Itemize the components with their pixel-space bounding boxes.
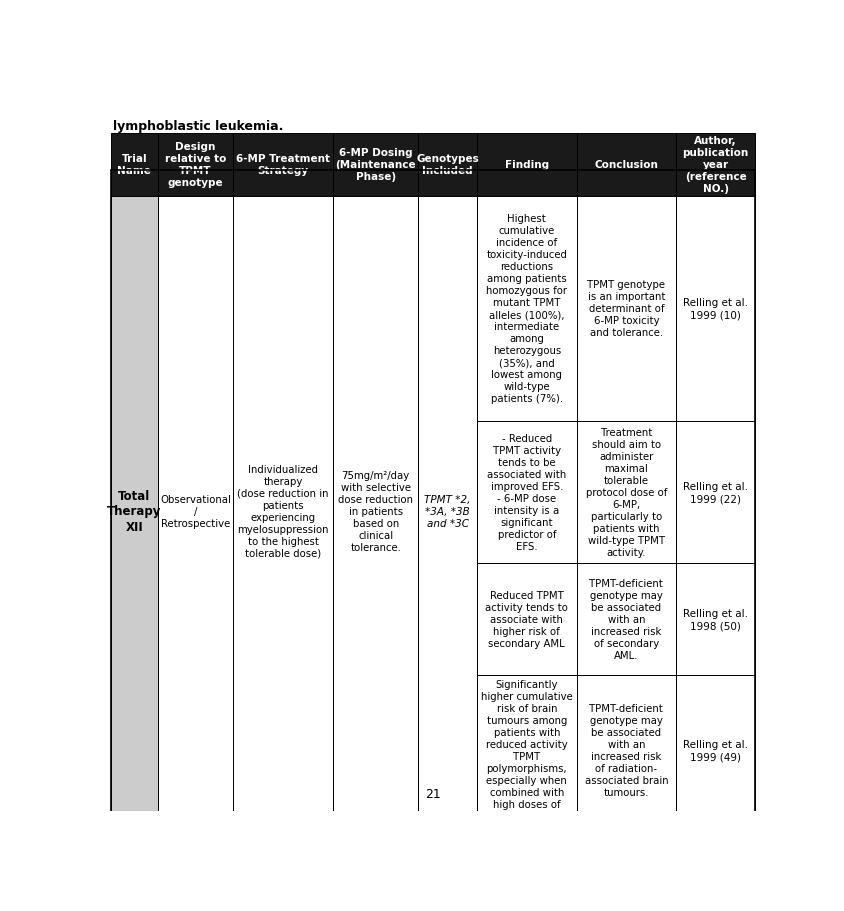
Bar <box>476 197 576 421</box>
Text: Conclusion: Conclusion <box>593 160 657 170</box>
Text: Relling et al.
1999 (22): Relling et al. 1999 (22) <box>682 482 747 504</box>
Bar <box>158 134 233 197</box>
Bar <box>418 197 476 825</box>
Text: TPMT-deficient
genotype may
be associated
with an
increased risk
of radiation-
a: TPMT-deficient genotype may be associate… <box>584 703 668 797</box>
Text: - Reduced
TPMT activity
tends to be
associated with
improved EFS.
- 6-MP dose
in: - Reduced TPMT activity tends to be asso… <box>487 434 565 551</box>
Text: Relling et al.
1999 (10): Relling et al. 1999 (10) <box>682 298 747 320</box>
Text: TPMT genotype
is an important
determinant of
6-MP toxicity
and tolerance.: TPMT genotype is an important determinan… <box>587 280 664 338</box>
Bar <box>476 421 576 564</box>
Text: 6-MP Treatment
Strategy: 6-MP Treatment Strategy <box>236 154 330 176</box>
Text: Genotypes
Included: Genotypes Included <box>416 154 479 176</box>
Text: Significantly
higher cumulative
risk of brain
tumours among
patients with
reduce: Significantly higher cumulative risk of … <box>480 680 572 822</box>
Bar <box>576 134 675 197</box>
Bar <box>476 675 576 825</box>
Bar <box>476 564 576 675</box>
Bar <box>111 134 158 197</box>
Text: Relling et al.
1999 (49): Relling et al. 1999 (49) <box>682 740 747 762</box>
Bar <box>576 421 675 564</box>
Text: lymphoblastic leukemia.: lymphoblastic leukemia. <box>113 120 284 133</box>
Text: Treatment
should aim to
administer
maximal
tolerable
protocol dose of
6-MP,
part: Treatment should aim to administer maxim… <box>585 427 666 558</box>
Bar <box>418 134 476 197</box>
Text: 75mg/m²/day
with selective
dose reduction
in patients
based on
clinical
toleranc: 75mg/m²/day with selective dose reductio… <box>338 470 413 552</box>
Text: Observational
/
Retrospective: Observational / Retrospective <box>160 494 230 528</box>
Bar <box>576 564 675 675</box>
Text: TPMT-deficient
genotype may
be associated
with an
increased risk
of secondary
AM: TPMT-deficient genotype may be associate… <box>589 578 663 660</box>
Bar <box>675 564 755 675</box>
Text: Relling et al.
1998 (50): Relling et al. 1998 (50) <box>682 609 747 630</box>
Bar <box>111 197 158 825</box>
Bar <box>675 134 755 197</box>
Bar <box>576 197 675 421</box>
Text: Individualized
therapy
(dose reduction in
patients
experiencing
myelosuppression: Individualized therapy (dose reduction i… <box>237 465 328 558</box>
Text: 21: 21 <box>425 787 441 800</box>
Bar <box>233 197 333 825</box>
Bar <box>233 134 333 197</box>
Text: Reduced TPMT
activity tends to
associate with
higher risk of
secondary AML: Reduced TPMT activity tends to associate… <box>484 590 567 649</box>
Bar <box>158 197 233 825</box>
Text: Finding: Finding <box>504 160 549 170</box>
Text: 6-MP Dosing
(Maintenance
Phase): 6-MP Dosing (Maintenance Phase) <box>335 148 415 182</box>
Text: Author,
publication
year
(reference
NO.): Author, publication year (reference NO.) <box>682 137 748 194</box>
Bar <box>476 134 576 197</box>
Text: Design
relative to
TPMT
genotype: Design relative to TPMT genotype <box>165 142 226 189</box>
Bar <box>333 134 418 197</box>
Bar <box>333 197 418 825</box>
Text: TPMT *2,
*3A, *3B
and *3C: TPMT *2, *3A, *3B and *3C <box>424 494 470 528</box>
Text: Trial
Name: Trial Name <box>117 154 151 176</box>
Bar <box>675 675 755 825</box>
Bar <box>675 197 755 421</box>
Text: Total
Therapy
XII: Total Therapy XII <box>107 489 161 533</box>
Bar <box>675 421 755 564</box>
Text: Highest
cumulative
incidence of
toxicity-induced
reductions
among patients
homoz: Highest cumulative incidence of toxicity… <box>486 214 566 404</box>
Bar <box>576 675 675 825</box>
